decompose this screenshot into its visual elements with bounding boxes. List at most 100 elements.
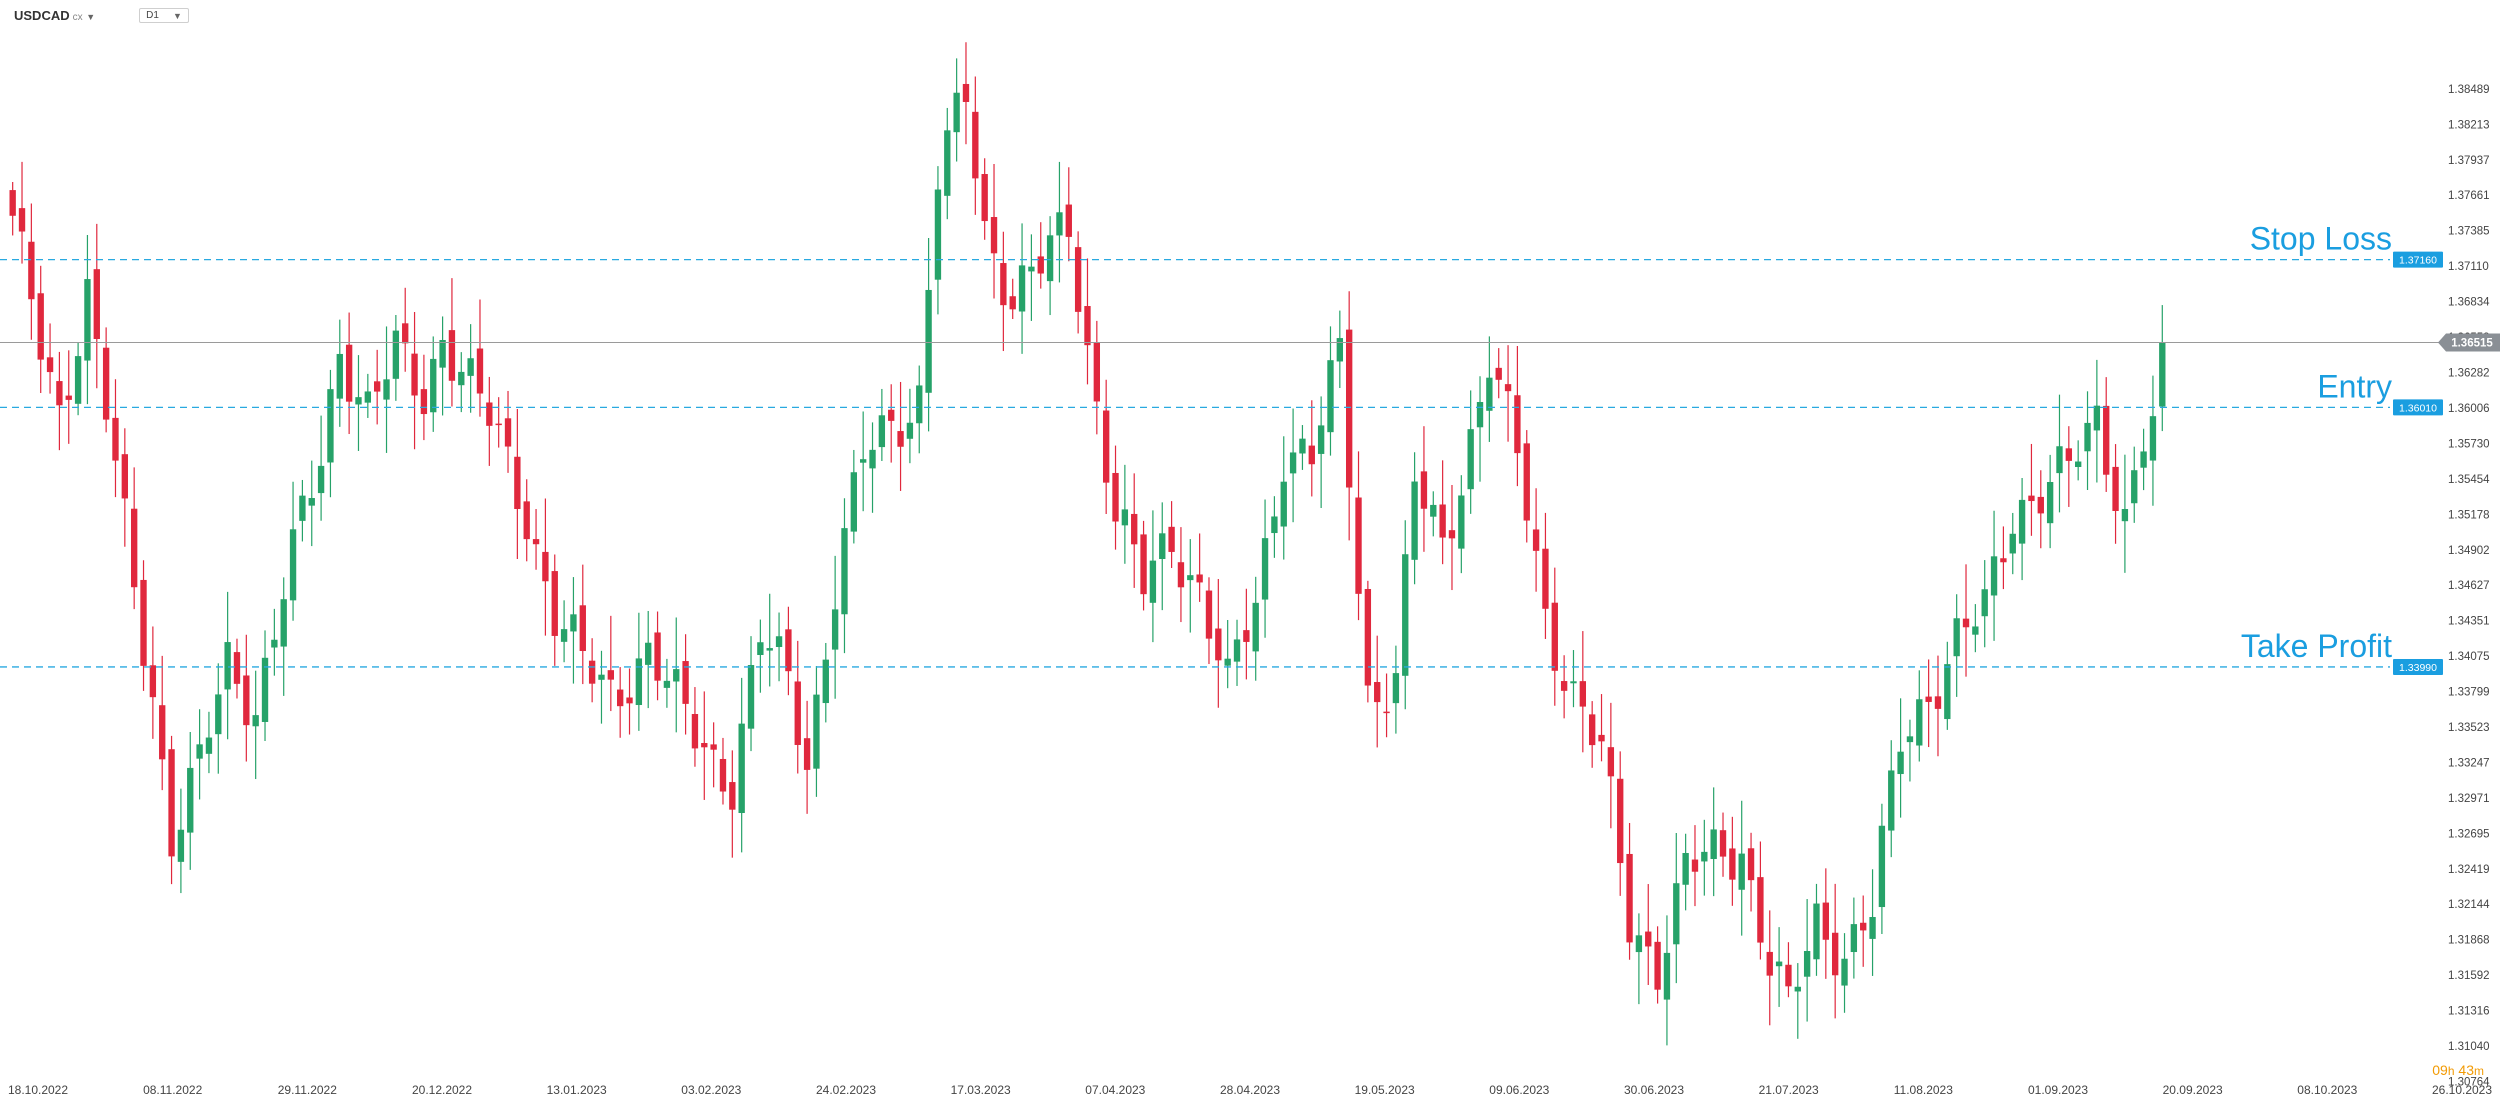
candle bbox=[2093, 359, 2101, 483]
candle bbox=[1467, 390, 1474, 514]
candle-body bbox=[1392, 673, 1400, 704]
candle-body bbox=[785, 629, 792, 672]
candle-body bbox=[588, 660, 596, 684]
candle bbox=[1439, 460, 1446, 565]
candle-body bbox=[261, 657, 269, 722]
candle-body bbox=[897, 431, 904, 447]
candle-body bbox=[177, 829, 185, 862]
candle bbox=[1972, 604, 1979, 653]
candle bbox=[1747, 832, 1755, 912]
candle bbox=[990, 164, 998, 299]
candle bbox=[579, 564, 586, 685]
candle-body bbox=[2037, 496, 2044, 514]
candle bbox=[1271, 496, 1278, 558]
candle-body bbox=[560, 629, 568, 642]
candle-body bbox=[1383, 711, 1390, 714]
timeframe-selector[interactable]: D1 ▼ bbox=[139, 8, 189, 23]
candle bbox=[1906, 719, 1914, 782]
candle-body bbox=[1028, 266, 1035, 272]
candle bbox=[1205, 577, 1213, 665]
candle bbox=[710, 722, 717, 788]
candle-body bbox=[1112, 472, 1119, 522]
candle bbox=[2149, 375, 2157, 506]
candle-body bbox=[9, 190, 16, 216]
candle-body bbox=[551, 571, 558, 636]
candle-body bbox=[878, 415, 886, 448]
symbol-selector[interactable]: USDCAD cx ▼ bbox=[14, 8, 95, 23]
candle-body bbox=[2140, 451, 2147, 468]
candle bbox=[897, 381, 904, 491]
candle-body bbox=[392, 330, 400, 379]
candle-body bbox=[1757, 877, 1764, 943]
candle-body bbox=[607, 670, 615, 680]
candle bbox=[1729, 816, 1736, 906]
candle-body bbox=[1673, 883, 1680, 945]
y-tick-label: 1.32971 bbox=[2448, 793, 2490, 805]
candle bbox=[1140, 520, 1147, 611]
candle bbox=[1448, 485, 1456, 591]
countdown-hours-unit: h bbox=[2447, 1064, 2455, 1078]
candle bbox=[1065, 167, 1072, 262]
candle bbox=[1411, 452, 1418, 585]
candle bbox=[925, 237, 932, 432]
candle bbox=[1289, 408, 1297, 523]
candle bbox=[1607, 702, 1615, 829]
candle bbox=[355, 355, 362, 451]
candle-body bbox=[1000, 263, 1007, 306]
candle-body bbox=[1159, 533, 1166, 560]
candle-body bbox=[93, 269, 100, 340]
candle bbox=[1981, 560, 1988, 648]
candle bbox=[2131, 446, 2138, 523]
candle-body bbox=[1794, 986, 1801, 992]
candle-body bbox=[1289, 452, 1297, 474]
level-price-tag bbox=[2393, 399, 2443, 416]
candle bbox=[495, 397, 502, 448]
candle bbox=[916, 365, 923, 454]
candle bbox=[1495, 348, 1502, 399]
y-tick-label: 1.35730 bbox=[2448, 438, 2490, 450]
candle bbox=[299, 479, 306, 542]
candle bbox=[1252, 576, 1259, 681]
candle bbox=[1831, 883, 1839, 1019]
candle bbox=[719, 737, 727, 805]
candle-body bbox=[299, 495, 306, 521]
y-tick-label: 1.32144 bbox=[2448, 899, 2490, 911]
candle bbox=[1355, 451, 1362, 621]
candle bbox=[1897, 698, 1904, 818]
candle-body bbox=[1364, 588, 1372, 686]
candle bbox=[308, 460, 315, 547]
candle bbox=[1000, 231, 1007, 352]
candle-body bbox=[28, 241, 35, 300]
candle bbox=[1336, 310, 1344, 389]
candle bbox=[317, 415, 325, 521]
candle bbox=[373, 349, 381, 425]
candle-body bbox=[1925, 696, 1932, 702]
candle-body bbox=[102, 347, 110, 420]
candle-body bbox=[1523, 443, 1530, 521]
candle-body bbox=[841, 528, 848, 615]
candle-body bbox=[336, 353, 343, 399]
candle-body bbox=[402, 323, 409, 344]
candle bbox=[2140, 428, 2147, 491]
candle-body bbox=[1168, 526, 1175, 552]
candle bbox=[1392, 645, 1400, 734]
candle-body bbox=[691, 714, 699, 749]
candle-body bbox=[1831, 932, 1839, 976]
candle-body bbox=[430, 358, 437, 413]
candle-body bbox=[775, 636, 783, 648]
candle-body bbox=[813, 694, 820, 769]
candle bbox=[626, 668, 633, 735]
x-tick-label: 17.03.2023 bbox=[951, 1083, 1011, 1097]
candle-body bbox=[2074, 461, 2082, 468]
candle bbox=[93, 223, 100, 389]
candle bbox=[869, 422, 876, 513]
candle-body bbox=[710, 744, 717, 750]
candle bbox=[1579, 631, 1587, 753]
chevron-down-icon: ▼ bbox=[86, 12, 96, 22]
candle-body bbox=[1803, 951, 1811, 977]
candle-body bbox=[1476, 402, 1484, 428]
candle bbox=[850, 449, 858, 544]
candle-body bbox=[149, 665, 157, 698]
